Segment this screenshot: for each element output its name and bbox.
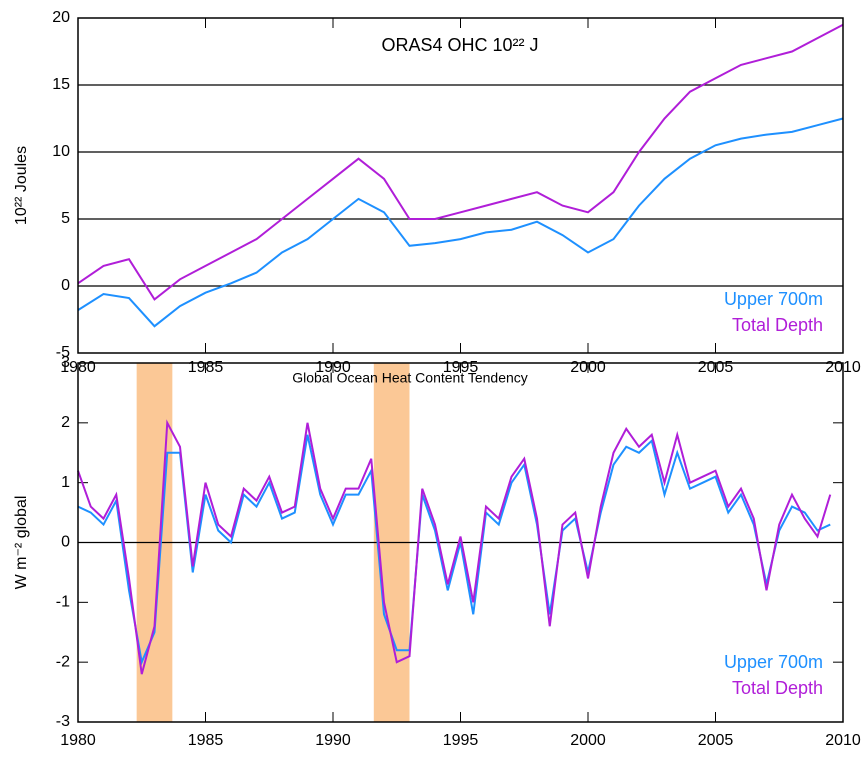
data-line (77, 419, 832, 675)
plot-frame (77, 17, 844, 354)
legend-label: Total Depth (732, 678, 823, 698)
x-tick-label: 2010 (825, 732, 861, 749)
y-tick-label: 5 (61, 210, 70, 227)
chart-title: ORAS4 OHC 10²² J (381, 35, 538, 55)
x-tick-label: 2005 (698, 732, 734, 749)
y-tick-label: -5 (56, 344, 70, 361)
data-line (77, 23, 844, 301)
y-tick-label: -2 (56, 653, 70, 670)
y-tick-label: 0 (61, 534, 70, 551)
y-tick-label: 15 (52, 76, 70, 93)
y-axis-label: W m⁻² global (13, 496, 30, 590)
y-tick-label: -3 (56, 713, 70, 730)
data-line (77, 434, 831, 666)
y-tick-label: 10 (52, 143, 70, 160)
x-tick-label: 2000 (570, 732, 606, 749)
legend-label: Total Depth (732, 315, 823, 335)
y-tick-label: 1 (61, 474, 70, 491)
plot-frame (77, 362, 844, 723)
y-axis-label: 10²² Joules (13, 146, 30, 225)
x-tick-label: 1985 (188, 732, 224, 749)
x-tick-label: 1990 (315, 732, 351, 749)
y-tick-label: 0 (61, 277, 70, 294)
legend-label: Upper 700m (724, 289, 823, 309)
data-line (77, 117, 844, 328)
x-tick-label: 1995 (443, 732, 479, 749)
y-tick-label: 20 (52, 9, 70, 26)
y-tick-label: 3 (61, 354, 70, 371)
y-tick-label: 2 (61, 414, 70, 431)
y-tick-label: -1 (56, 594, 70, 611)
chart-title: Global Ocean Heat Content Tendency (292, 370, 528, 386)
legend-label: Upper 700m (724, 652, 823, 672)
x-tick-label: 1980 (60, 732, 96, 749)
